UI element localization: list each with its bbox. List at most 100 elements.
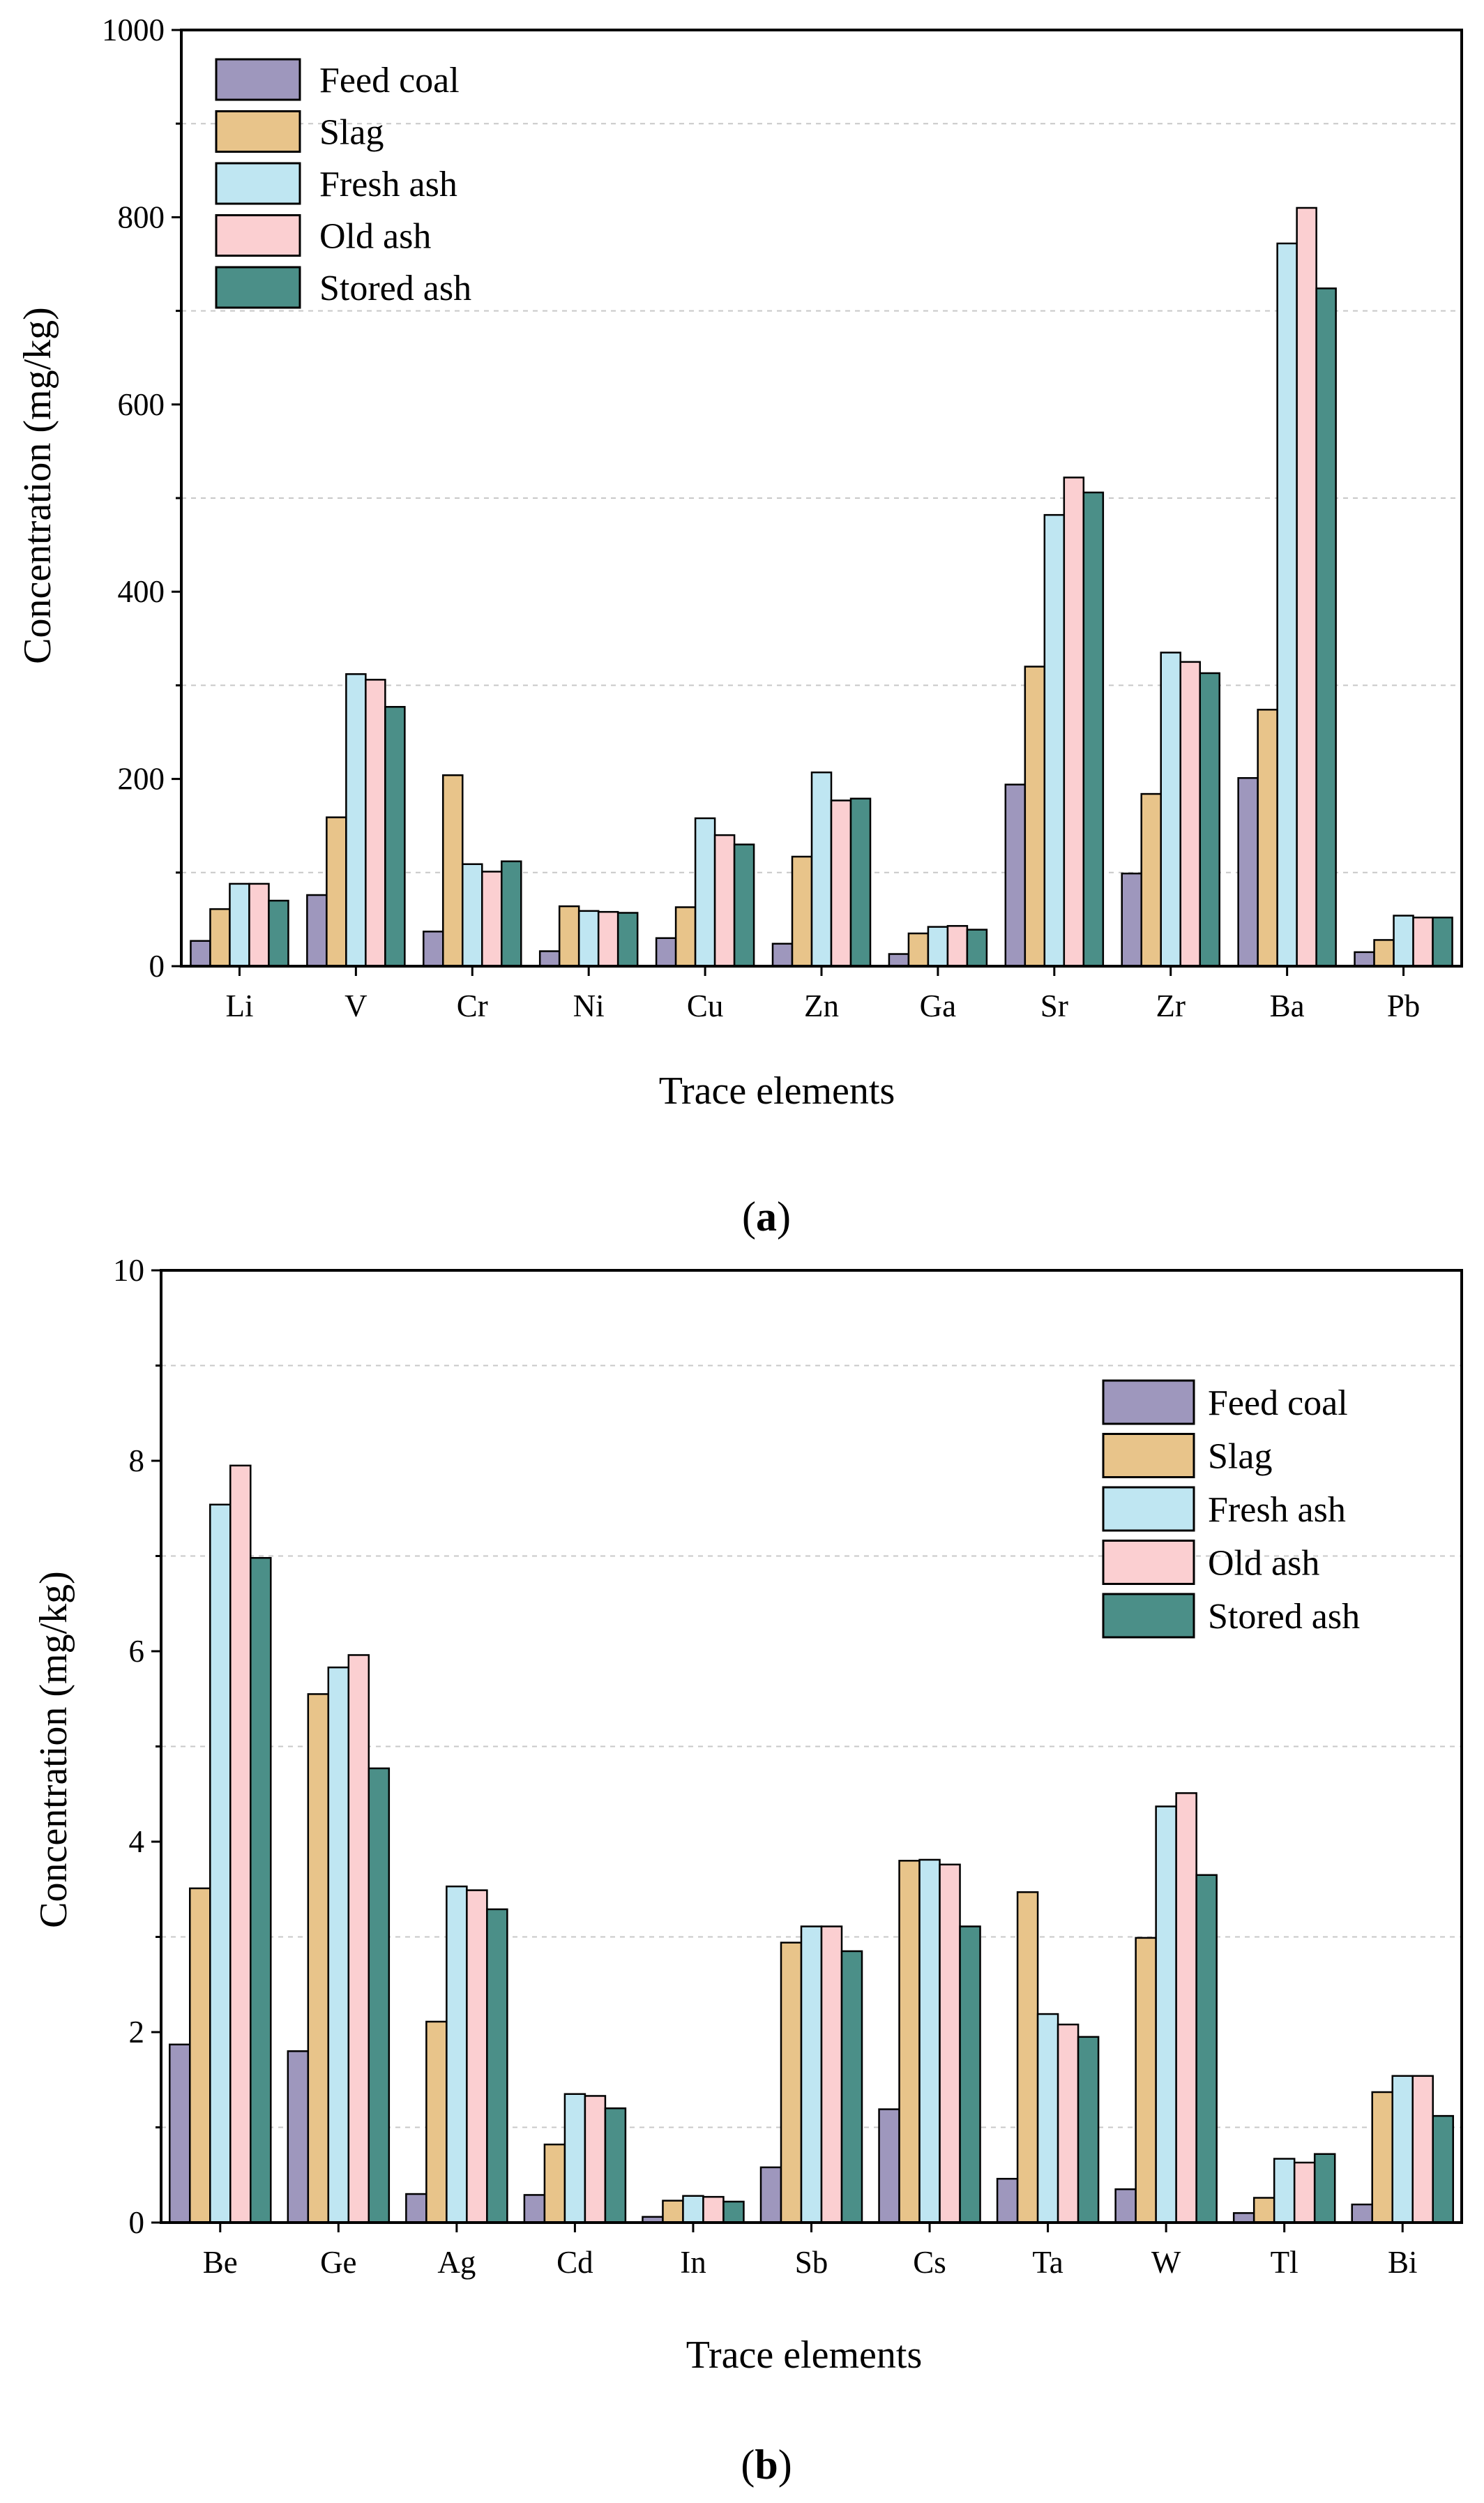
bar-Cr-old-ash (481, 871, 503, 968)
x-tick-label: Cs (913, 2245, 946, 2280)
x-tick-label: Sr (1040, 989, 1068, 1023)
bar-Cs-stored-ash (959, 1925, 981, 2224)
x-tick-label: Ba (1270, 989, 1305, 1023)
legend-label: Fresh ash (319, 165, 457, 204)
bar-Cd-old-ash (584, 2095, 607, 2224)
bar-Tl-stored-ash (1313, 2153, 1336, 2224)
bar-Zn-fresh-ash (810, 771, 833, 968)
bar-Ba-slag (1257, 709, 1278, 968)
bar-Be-fresh-ash (209, 1503, 232, 2224)
legend-swatch (215, 110, 301, 153)
chart-a-bars (190, 206, 1453, 968)
x-tick-label: In (680, 2245, 706, 2280)
x-tick-label: Be (203, 2245, 238, 2280)
bar-In-fresh-ash (682, 2195, 704, 2224)
bar-Sb-stored-ash (840, 1950, 863, 2224)
x-tick-label: V (344, 989, 368, 1023)
bar-Be-slag (189, 1887, 211, 2224)
legend-swatch (1102, 1486, 1195, 1532)
bar-Sb-fresh-ash (800, 1925, 823, 2224)
chart-b-legend: Feed coal Slag Fresh ash Old ash Stored ash (1102, 1379, 1360, 1639)
bar-V-old-ash (365, 679, 386, 968)
bar-Ge-slag (307, 1693, 330, 2224)
y-tick-label: 200 (118, 762, 165, 797)
bar-Cd-fresh-ash (563, 2093, 586, 2224)
chart-b-ticks: 0 2 4 6 8 10 Be Ge Ag Cd In Sb Cs Ta W Tl Bi (113, 1253, 1417, 2280)
bar-Ni-fresh-ash (577, 910, 600, 968)
legend-swatch (1102, 1379, 1195, 1425)
bar-Cs-slag (898, 1860, 921, 2224)
bar-Bi-old-ash (1411, 2075, 1434, 2224)
bar-Cr-slag (442, 774, 464, 968)
bar-Sr-feed-coal (1004, 783, 1027, 968)
x-tick-label: Zr (1156, 989, 1185, 1023)
chart-a-ylabel: Concentration (mg/kg) (16, 307, 59, 664)
bar-Ga-stored-ash (966, 929, 988, 968)
bar-Ge-feed-coal (287, 2050, 310, 2224)
chart-a-xlabel: Trace elements (659, 1069, 895, 1113)
caption-b-close: ) (778, 2442, 792, 2488)
bar-Ga-feed-coal (888, 953, 910, 968)
y-tick-label: 600 (118, 387, 165, 422)
bar-V-fresh-ash (345, 673, 367, 968)
x-tick-label: W (1151, 2245, 1181, 2280)
x-tick-label: Bi (1388, 2245, 1418, 2280)
bar-Li-fresh-ash (229, 882, 250, 968)
bar-Pb-stored-ash (1432, 916, 1453, 968)
legend-swatch (1102, 1433, 1195, 1478)
bar-Pb-slag (1373, 939, 1395, 968)
bar-Ba-stored-ash (1315, 287, 1337, 968)
bar-Ni-slag (558, 905, 580, 968)
legend-swatch (215, 58, 301, 101)
bar-Ge-old-ash (347, 1654, 370, 2224)
bar-Cu-slag (674, 906, 697, 968)
x-tick-label: Cr (457, 989, 488, 1023)
y-tick-label: 800 (118, 200, 165, 234)
bar-Ta-feed-coal (996, 2177, 1019, 2224)
x-tick-label: Ta (1032, 2245, 1063, 2280)
bar-Cu-old-ash (713, 834, 736, 968)
caption-a: (a) (742, 1194, 791, 1240)
chart-b-xlabel: Trace elements (686, 2333, 923, 2377)
bar-Li-feed-coal (190, 940, 211, 968)
legend-label: Feed coal (319, 61, 460, 100)
bar-Ni-old-ash (597, 910, 619, 968)
bar-Ge-stored-ash (368, 1767, 391, 2224)
bar-W-feed-coal (1114, 2188, 1137, 2224)
legend-label: Slag (319, 113, 384, 153)
legend-swatch (215, 162, 301, 205)
bar-W-slag (1135, 1937, 1157, 2224)
y-tick-label: 0 (129, 2205, 145, 2240)
y-tick-label: 10 (113, 1253, 144, 1288)
chart-b-ylabel: Concentration (mg/kg) (32, 1571, 75, 1928)
bar-Cr-stored-ash (501, 860, 522, 968)
chart-panel-a: 0 200 400 600 800 1000 Li V Cr Ni Cu Zn Ga Sr Zr Ba Pb T… (16, 13, 1463, 1113)
bar-Bi-fresh-ash (1391, 2075, 1414, 2224)
caption-b: (b) (741, 2442, 792, 2488)
bar-Bi-slag (1371, 2091, 1393, 2224)
bar-Cu-stored-ash (733, 843, 755, 968)
caption-a-letter: a (756, 1194, 777, 1240)
y-tick-label: 1000 (102, 13, 165, 47)
bar-Sb-slag (780, 1941, 803, 2224)
caption-b-letter: b (755, 2442, 778, 2488)
x-tick-label: Cu (687, 989, 724, 1023)
x-tick-label: Li (225, 989, 253, 1023)
y-tick-label: 2 (129, 2015, 145, 2050)
bar-Li-old-ash (248, 882, 270, 968)
bar-V-stored-ash (384, 706, 406, 968)
bar-Cs-old-ash (939, 1863, 961, 2224)
bar-Ag-feed-coal (405, 2193, 427, 2224)
bar-Ge-fresh-ash (327, 1666, 350, 2224)
bar-Tl-fresh-ash (1273, 2158, 1296, 2224)
bar-Tl-feed-coal (1232, 2212, 1255, 2224)
bar-Ga-slag (907, 932, 930, 968)
legend-label: Old ash (319, 217, 431, 257)
bar-Ta-stored-ash (1077, 2036, 1100, 2224)
bar-Cs-feed-coal (878, 2108, 900, 2224)
bar-Zr-slag (1140, 792, 1162, 968)
bar-W-stored-ash (1195, 1874, 1218, 2224)
bar-Sr-stored-ash (1082, 491, 1105, 968)
x-tick-label: Pb (1387, 989, 1421, 1023)
bar-Cd-slag (543, 2143, 566, 2224)
